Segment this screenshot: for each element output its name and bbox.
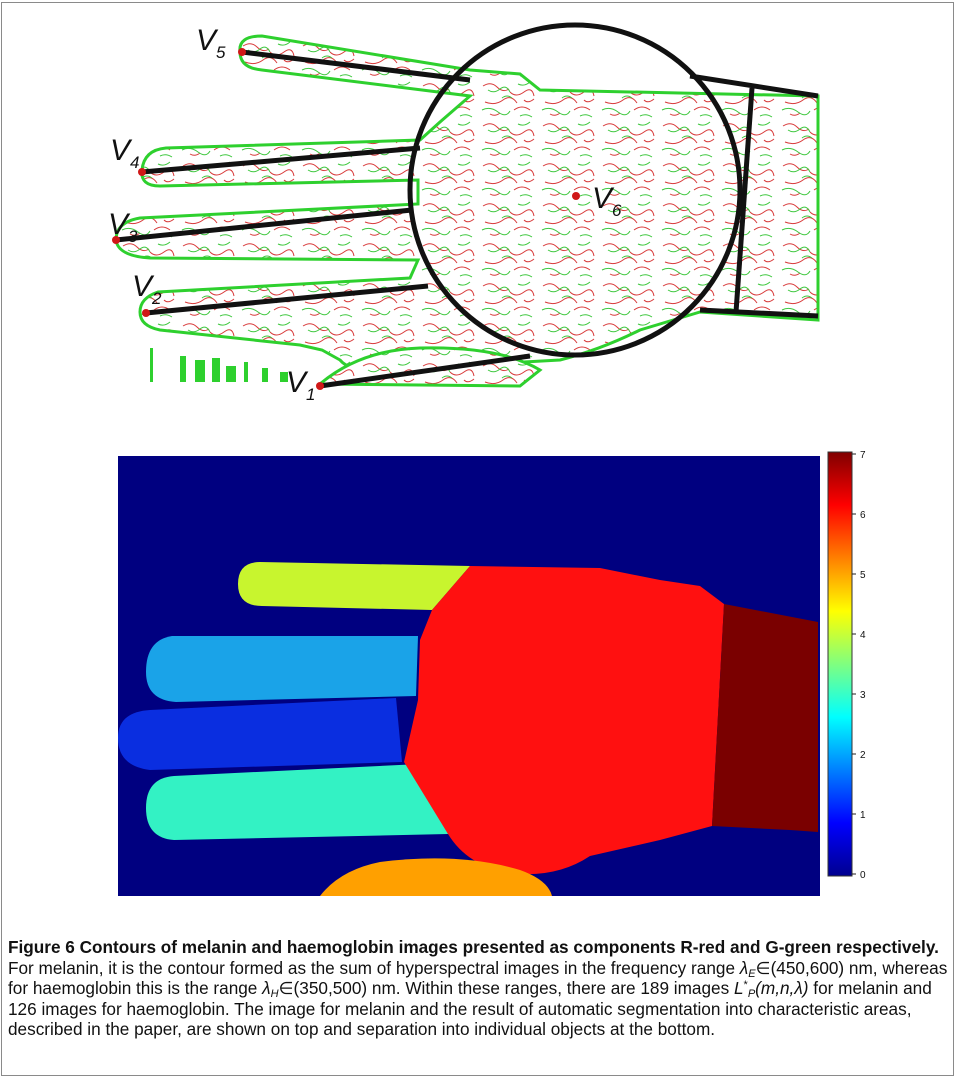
landmark-v3-label: V: [108, 208, 131, 241]
colorbar-tick-label: 5: [860, 570, 866, 581]
caption-range-melanin: ∈(450,600) nm, whereas for haemoglobin t…: [8, 957, 948, 999]
caption-sub-h: H: [270, 988, 279, 1001]
landmark-v1-sub: 1: [306, 385, 315, 404]
landmark-v2-label: V: [132, 270, 155, 303]
segment-wrist: [712, 604, 818, 832]
colorbar-tick-label: 2: [860, 750, 866, 761]
landmark-labels: V 5 V 4 V 3 V 2 V 1 V 6: [108, 24, 622, 404]
caption-label: Figure 6: [8, 937, 75, 957]
landmark-v3-sub: 3: [128, 227, 138, 246]
colorbar: [827, 451, 853, 877]
colorbar-tick-label: 0: [860, 870, 866, 881]
caption-symbol-l: L: [733, 978, 744, 999]
caption-sub-e: E: [748, 967, 756, 980]
colorbar-tick-label: 3: [860, 690, 866, 701]
caption-lambda-e: λ: [739, 957, 749, 978]
caption-text-1: For melanin, it is the contour formed as…: [8, 957, 740, 978]
colorbar-ticks: 7 6 5 4 3 2 1 0: [852, 450, 866, 881]
caption-args: (m,n,λ): [755, 978, 809, 999]
segment-finger-top: [238, 562, 470, 610]
landmark-points: [112, 48, 580, 390]
caption-text-2: for melanin and 126 images for haemoglob…: [8, 978, 932, 1040]
segment-palm: [404, 566, 724, 875]
colorbar-tick-label: 6: [860, 510, 866, 521]
landmark-v2-sub: 2: [151, 289, 162, 308]
segmentation-overlay: [115, 22, 819, 389]
colorbar-tick-label: 7: [860, 450, 866, 461]
landmark-v1-label: V: [286, 366, 309, 399]
caption-sub-p: P: [747, 988, 756, 1001]
noise-speckles: [150, 348, 288, 382]
caption-star: *: [743, 979, 748, 992]
landmark-v5-sub: 5: [216, 43, 226, 62]
landmark-v6-label: V: [592, 182, 615, 215]
segmentation-figure: 7 6 5 4 3 2 1 0: [118, 450, 866, 896]
landmark-v5-label: V: [196, 24, 219, 57]
landmark-v4-label: V: [110, 134, 133, 167]
colorbar-tick-label: 4: [860, 630, 866, 641]
segment-finger-lower-middle: [118, 698, 402, 770]
colorbar-tick-label: 1: [860, 810, 866, 821]
landmark-v6-sub: 6: [612, 201, 622, 220]
segment-thumb: [320, 858, 552, 896]
segment-finger-bottom: [146, 764, 448, 840]
caption-range-haemo: ∈(350,500) nm. Within these ranges, ther…: [278, 978, 734, 999]
caption-lambda-h: λ: [262, 978, 271, 999]
figure-caption: Figure 6 Contours of melanin and haemogl…: [8, 937, 948, 1040]
landmark-v4-sub: 4: [130, 153, 139, 172]
segment-finger-upper-middle: [146, 636, 418, 702]
caption-title: Contours of melanin and haemoglobin imag…: [79, 937, 939, 957]
contour-figure: V 5 V 4 V 3 V 2 V 1 V 6: [108, 22, 820, 404]
